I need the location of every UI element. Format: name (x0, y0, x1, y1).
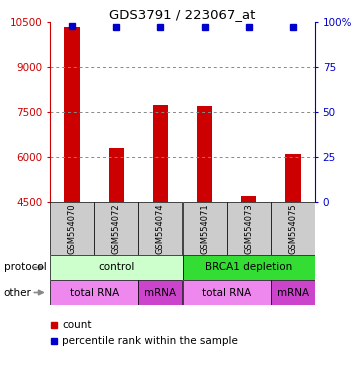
Bar (153, 104, 168, 202)
Title: GDS3791 / 223067_at: GDS3791 / 223067_at (109, 8, 256, 21)
Bar (197, 106, 212, 202)
Bar (227, 202, 271, 255)
Text: mRNA: mRNA (277, 288, 309, 298)
Bar (271, 280, 315, 305)
Bar (183, 255, 315, 280)
Text: total RNA: total RNA (202, 288, 251, 298)
Text: protocol: protocol (4, 263, 46, 273)
Text: GSM554070: GSM554070 (68, 203, 77, 254)
Bar (183, 280, 271, 305)
Text: GSM554073: GSM554073 (244, 203, 253, 254)
Text: percentile rank within the sample: percentile rank within the sample (62, 336, 238, 346)
Text: GSM554072: GSM554072 (112, 203, 121, 254)
Text: other: other (4, 288, 31, 298)
Bar (64, 26, 80, 202)
Bar (285, 154, 301, 202)
Bar (50, 280, 138, 305)
Bar (241, 196, 256, 202)
Bar (109, 148, 124, 202)
Text: GSM554075: GSM554075 (288, 203, 297, 254)
Text: mRNA: mRNA (144, 288, 177, 298)
Bar (50, 255, 183, 280)
Bar (138, 280, 183, 305)
Text: total RNA: total RNA (70, 288, 119, 298)
Text: control: control (98, 263, 134, 273)
Bar (183, 202, 227, 255)
Text: count: count (62, 320, 91, 330)
Bar (94, 202, 138, 255)
Bar (271, 202, 315, 255)
Text: GSM554071: GSM554071 (200, 203, 209, 254)
Text: GSM554074: GSM554074 (156, 203, 165, 254)
Bar (50, 202, 94, 255)
Text: BRCA1 depletion: BRCA1 depletion (205, 263, 292, 273)
Bar (138, 202, 183, 255)
